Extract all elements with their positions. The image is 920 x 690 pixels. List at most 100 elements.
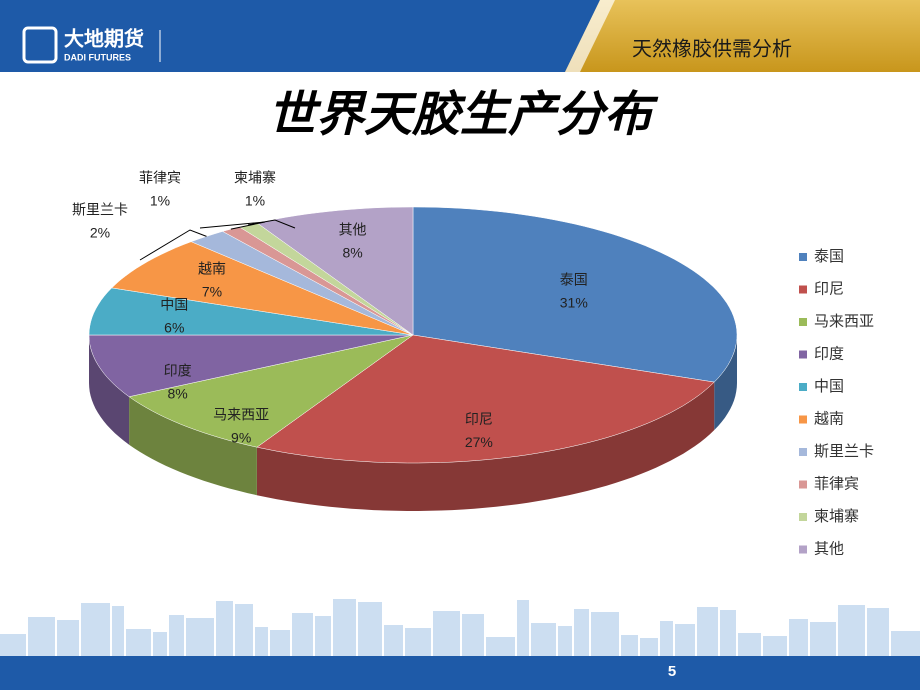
building (867, 608, 889, 656)
slice (412, 206, 738, 383)
legend-label: 泰国 (814, 248, 844, 265)
slice (128, 334, 414, 448)
data-label-value: 9% (231, 430, 251, 446)
building (28, 617, 55, 656)
data-label-value: 27% (465, 434, 493, 450)
data-label-value: 1% (150, 193, 170, 209)
building (591, 612, 619, 656)
legend-swatch (799, 285, 807, 294)
skyline (0, 599, 920, 656)
slice (111, 241, 414, 336)
legend-swatch (799, 415, 807, 424)
building (640, 638, 658, 656)
building (235, 604, 253, 656)
data-label-name: 马来西亚 (213, 407, 269, 423)
data-label-name: 印度 (164, 363, 192, 379)
building (720, 610, 736, 656)
data-label-value: 1% (245, 193, 265, 209)
legend-label: 印尼 (814, 280, 844, 297)
building (333, 599, 356, 656)
building (169, 615, 184, 656)
legend-swatch (799, 448, 807, 456)
legend-swatch (799, 318, 807, 326)
chart-title: 世界天胶生产分布 (268, 89, 659, 142)
data-label-name: 泰国 (560, 272, 588, 288)
legend-label: 中国 (814, 378, 844, 395)
building (112, 606, 124, 656)
building (486, 637, 515, 656)
data-label-value: 31% (560, 295, 588, 311)
data-label-name: 斯里兰卡 (72, 202, 128, 218)
building (216, 601, 233, 656)
data-label-name: 越南 (198, 261, 226, 277)
logo-icon (22, 26, 58, 64)
building (891, 631, 920, 656)
data-label-name: 印尼 (465, 411, 493, 427)
building (153, 632, 167, 656)
legend-label: 柬埔寨 (814, 507, 859, 525)
footer-bar (0, 656, 920, 690)
data-label-name: 柬埔寨 (234, 170, 276, 186)
leader-line (139, 229, 207, 261)
building (738, 633, 761, 656)
building (57, 620, 79, 656)
building (462, 614, 484, 656)
building (697, 607, 718, 656)
data-label-value: 7% (202, 284, 222, 300)
data-label-value: 6% (164, 320, 184, 336)
legend-swatch (799, 545, 807, 554)
logo-text: 大地期货 (64, 26, 144, 50)
slice-side (89, 335, 130, 445)
data-label-name: 菲律宾 (139, 170, 181, 186)
building (358, 602, 382, 656)
building (621, 635, 638, 656)
data-label-value: 2% (90, 225, 110, 241)
slice-side (256, 382, 715, 511)
data-label-value: 8% (168, 386, 188, 402)
legend-swatch (799, 383, 807, 391)
header-stripe (565, 0, 615, 72)
legend-swatch (799, 253, 807, 261)
building (789, 619, 808, 656)
building (574, 609, 589, 656)
building (531, 623, 556, 656)
chart: 泰国 31% 印尼 27% 马来西亚 9% 印度 8% 中国 6% 越南 7% 斯里兰卡 2% 菲律宾 1% 柬… (72, 170, 874, 558)
building (126, 629, 151, 656)
building (384, 625, 403, 656)
slice (256, 334, 715, 464)
building (517, 600, 529, 656)
building (0, 634, 26, 656)
data-label-value: 8% (342, 245, 362, 261)
building (838, 605, 865, 656)
legend-label: 越南 (814, 410, 844, 427)
building (292, 613, 313, 656)
legend-label: 菲律宾 (814, 475, 859, 492)
header-accent (565, 0, 920, 72)
slice-side (714, 335, 737, 431)
building (558, 626, 572, 656)
building (405, 628, 431, 656)
building (315, 616, 331, 656)
building (186, 618, 214, 656)
slice-side (129, 396, 257, 496)
legend-swatch (799, 513, 807, 521)
logo-subtext: DADI FUTURES (64, 52, 131, 62)
building (810, 622, 836, 656)
building (763, 636, 787, 656)
leader-line (247, 219, 296, 229)
building (81, 603, 110, 656)
data-label-name: 中国 (160, 297, 188, 313)
legend-label: 斯里兰卡 (814, 443, 874, 460)
page-number: 5 (668, 663, 676, 680)
legend-label: 印度 (814, 345, 844, 362)
data-label-name: 其他 (339, 222, 367, 238)
building (660, 621, 673, 656)
section-title: 天然橡胶供需分析 (632, 37, 792, 60)
legend-swatch (799, 480, 807, 489)
legend-label: 其他 (814, 540, 844, 557)
slice (256, 206, 414, 336)
legend-label: 马来西亚 (814, 313, 874, 330)
building (255, 627, 268, 656)
